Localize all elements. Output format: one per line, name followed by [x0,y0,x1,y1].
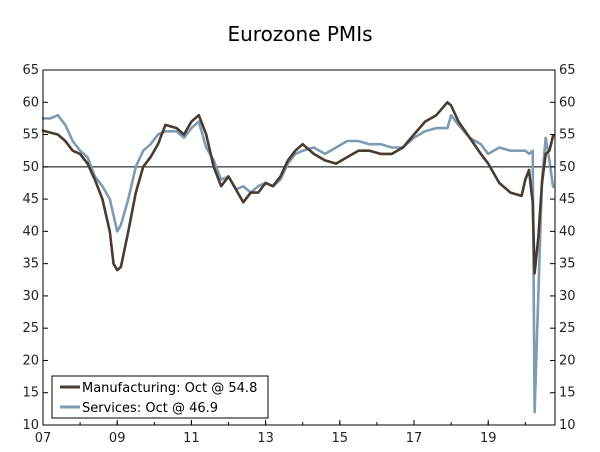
y-tick-label-right: 60 [559,95,576,110]
legend-label-services: Services: Oct @ 46.9 [82,401,218,416]
x-tick-label: 19 [480,431,497,446]
y-tick-label-left: 65 [22,63,39,78]
y-tick-label-left: 50 [22,160,39,175]
x-tick-label: 13 [257,431,274,446]
x-tick-label: 15 [332,431,349,446]
y-tick-label-left: 45 [22,192,39,207]
y-tick-label-right: 15 [559,386,576,401]
y-tick-label-right: 65 [559,63,576,78]
y-tick-label-right: 45 [559,192,576,207]
y-tick-label-left: 25 [22,321,39,336]
y-tick-label-left: 35 [22,257,39,272]
legend-box [51,375,269,419]
y-tick-label-right: 20 [559,353,576,368]
series-line-services [41,113,555,414]
legend-label-manufacturing: Manufacturing: Oct @ 54.8 [82,381,257,396]
x-tick-label: 17 [406,431,423,446]
y-tick-label-left: 20 [22,353,39,368]
x-tick-label: 11 [183,431,200,446]
y-tick-label-right: 55 [559,128,576,143]
y-tick-label-right: 25 [559,321,576,336]
y-tick-label-right: 50 [559,160,576,175]
y-tick-label-left: 15 [22,386,39,401]
y-tick-label-left: 40 [22,224,39,239]
plot-frame [42,69,556,426]
series-line-manufacturing [41,101,555,275]
y-tick-label-right: 10 [559,418,576,433]
y-tick-label-right: 35 [559,257,576,272]
y-tick-label-left: 30 [22,289,39,304]
chart-title: Eurozone PMIs [227,22,372,46]
y-tick-label-left: 10 [22,418,39,433]
y-tick-label-left: 55 [22,128,39,143]
x-tick-label: 07 [35,431,52,446]
x-tick-label: 09 [109,431,126,446]
legend: Manufacturing: Oct @ 54.8 Services: Oct … [51,375,269,419]
y-tick-label-right: 30 [559,289,576,304]
y-tick-label-right: 40 [559,224,576,239]
y-tick-label-left: 60 [22,95,39,110]
